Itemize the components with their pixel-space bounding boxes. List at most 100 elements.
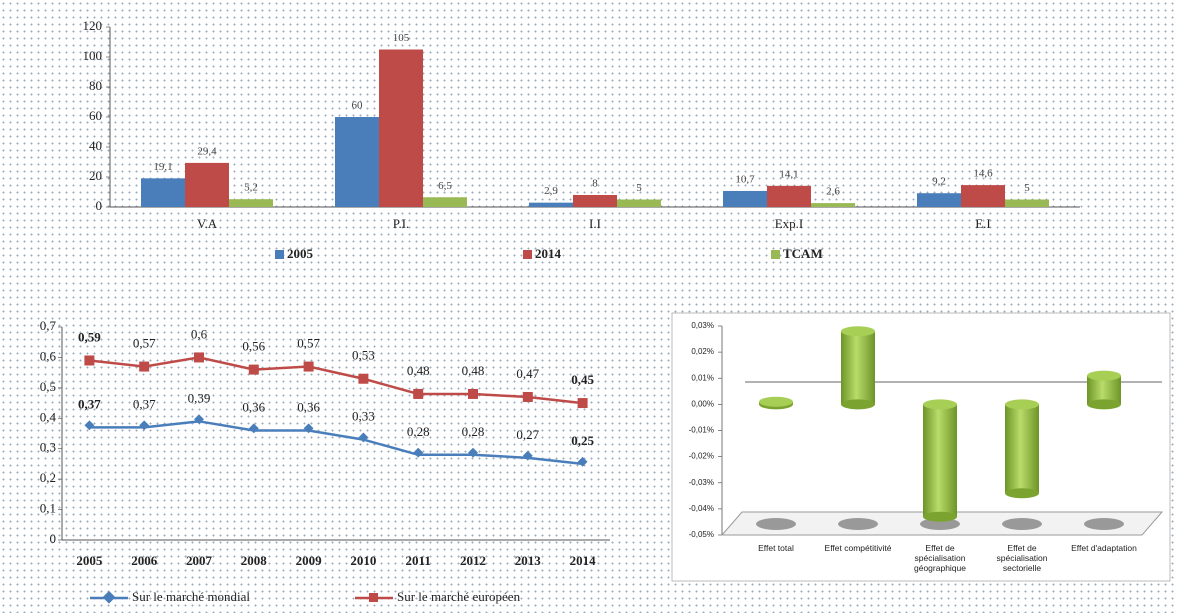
marker [468,388,478,399]
x-tick-label: 2010 [350,553,376,568]
marker [248,423,259,434]
y-tick-label: -0,02% [689,452,714,461]
bar [141,178,185,207]
y-tick-label: 0,03% [691,321,714,330]
cylinder-top [759,396,793,407]
cylinder-end [1087,399,1121,410]
x-tick-label: 2011 [406,553,431,568]
marker [577,398,588,409]
y-tick-label: 0,02% [691,347,714,356]
marker [577,456,588,467]
y-tick-label: -0,03% [689,478,714,487]
data-label: 10,7 [735,173,755,185]
y-tick-label: 40 [89,138,102,153]
cylinder-end [1005,488,1039,499]
data-label: 0,47 [516,366,539,381]
y-tick-label: 0,6 [40,348,57,363]
data-label: 0,36 [297,399,320,414]
y-tick-label: -0,04% [689,504,714,513]
floor-shadow [838,518,878,530]
legend-label: Sur le marché européen [397,589,521,604]
x-tick-label: Effet total [758,543,794,553]
bar [573,195,617,207]
y-tick-label: 0 [50,531,57,546]
legend-label: Sur le marché mondial [132,589,250,604]
data-label: 8 [592,178,598,190]
x-tick-label: 2013 [515,553,542,568]
cylinder [1005,404,1039,494]
data-label: 29,4 [197,145,217,157]
y-tick-label: 0,4 [40,409,57,424]
x-tick-label: Effet compétitivité [824,543,892,553]
bar [1005,199,1049,207]
cylinder-chart: 0,03% 0,02% 0,01% 0,00% -0,01% -0,02% -0,03% -0… [689,321,1164,539]
data-label: 0,27 [516,427,539,442]
data-label: 5 [636,182,642,194]
y-tick-label: 0,5 [40,379,56,394]
y-tick-label: 60 [89,108,102,123]
data-label: 0,48 [407,363,430,378]
bar [767,185,811,207]
chart3-frame [671,312,1171,582]
marker [468,447,478,458]
data-label: 9,2 [932,176,946,188]
bar [811,203,855,207]
data-label: 0,57 [297,336,320,351]
legend-swatch [275,250,284,259]
floor-shadow [1084,518,1124,530]
y-tick-label: 20 [89,168,102,183]
x-tick-label: 2012 [460,553,486,568]
x-tick-label: Exp.I [775,216,804,231]
y-tick-label: 0,3 [40,440,56,455]
x-tick-label: Effet de spécialisation géographique [914,543,966,573]
marker [84,355,95,366]
bar [723,190,767,207]
x-tick-label: 2006 [131,553,158,568]
legend-label: 2014 [535,246,562,261]
line [89,356,583,405]
bar-chart: 0 20 40 60 80 100 120 V.A 19,1 29,4 5,2 P.I. 60 105 6,… [83,18,1080,261]
data-label: 0,36 [242,399,265,414]
data-label: 105 [393,32,410,44]
marker [413,447,424,458]
data-label: 6,5 [438,180,452,192]
cylinder-top [841,326,875,337]
marker [248,364,259,375]
marker [194,414,204,425]
marker [358,373,369,384]
legend-label: 2005 [287,246,314,261]
legend-swatch [523,250,532,259]
legend-swatch [771,250,780,259]
data-label: 0,56 [242,339,265,354]
x-tick-label: 2009 [296,553,323,568]
cylinder-end [841,399,875,410]
y-tick-label: 0,01% [691,373,714,382]
bar [917,193,961,207]
marker [522,391,533,402]
cylinder-top [923,399,957,410]
floor-shadow [920,518,960,530]
data-label: 0,28 [407,424,430,439]
bar [529,202,573,207]
x-tick-label: 2007 [186,553,213,568]
cylinder [841,331,875,405]
bar [617,199,661,207]
legend-marker [369,593,378,602]
line [89,420,583,466]
data-label: 0,59 [78,329,101,344]
y-tick-label: 0,1 [40,501,56,516]
y-tick-label: 120 [83,18,103,33]
x-tick-label: 2014 [570,553,597,568]
bar [423,197,467,207]
x-tick-label: 2008 [241,553,268,568]
x-tick-label: Effet de spécialisation sectorielle [996,543,1048,573]
cylinder-top [1005,399,1039,410]
data-label: 0,45 [571,372,594,387]
x-tick-label: 2005 [76,553,103,568]
data-label: 0,28 [462,424,485,439]
marker [303,361,314,372]
y-tick-label: 0,7 [40,318,57,333]
data-label: 0,25 [571,433,594,448]
data-label: 60 [352,100,364,112]
